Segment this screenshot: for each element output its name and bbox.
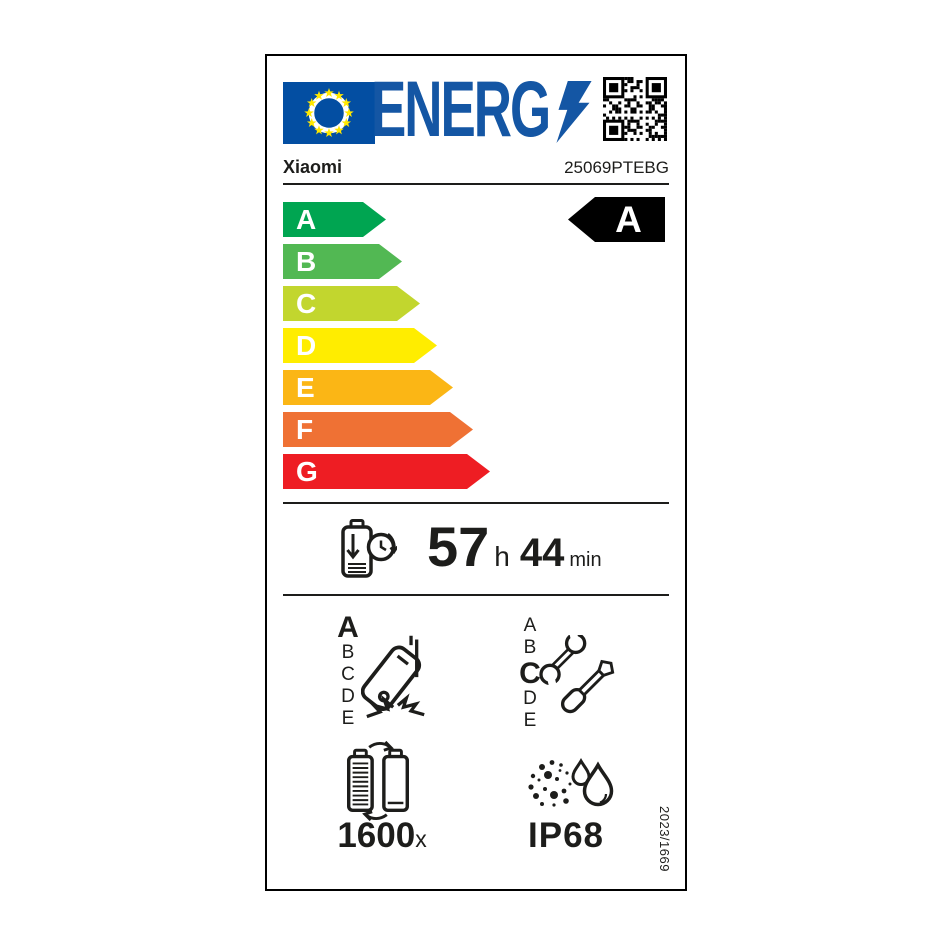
energy-grade-arrow-e: E bbox=[283, 370, 453, 405]
energy-grade-arrow-a: A bbox=[283, 202, 386, 237]
divider bbox=[283, 183, 669, 185]
energ-logo: ENERG bbox=[371, 64, 637, 153]
falling-phone-icon bbox=[361, 635, 425, 719]
brand-name: Xiaomi bbox=[283, 157, 343, 177]
battery-cycles-icon bbox=[347, 740, 409, 822]
brand-row: Xiaomi 25069PTEBG bbox=[283, 157, 669, 178]
endurance-minutes-unit: min bbox=[569, 549, 602, 571]
energy-rating-badge: A bbox=[568, 197, 665, 242]
energy-grade-letter: E bbox=[296, 371, 315, 403]
cycles-suffix: x bbox=[415, 826, 427, 852]
divider bbox=[283, 594, 669, 596]
eu-flag-icon bbox=[283, 82, 375, 144]
battery-endurance-value: 57 h 44 min bbox=[427, 514, 675, 584]
regulation-number: 2023/1669 bbox=[657, 806, 672, 872]
class-letter-e: E bbox=[523, 710, 537, 731]
energy-grade-arrow-g: G bbox=[283, 454, 490, 489]
energy-grade-arrow-d: D bbox=[283, 328, 437, 363]
energy-grade-letter: D bbox=[296, 329, 317, 361]
energy-grade-letter: B bbox=[296, 245, 317, 277]
energy-grade-letter: A bbox=[296, 203, 317, 235]
class-letter-b: B bbox=[341, 642, 355, 663]
endurance-hours: 57 bbox=[427, 515, 490, 578]
energy-grade-letter: F bbox=[296, 413, 314, 445]
class-letter-a-selected: A bbox=[337, 611, 359, 644]
energy-grade-letter: G bbox=[296, 455, 318, 487]
cycles-count: 1600 bbox=[337, 816, 416, 855]
energy-grade-arrow-c: C bbox=[283, 286, 420, 321]
class-letter-d: D bbox=[523, 688, 537, 709]
model-number: 25069PTEBG bbox=[564, 158, 669, 177]
energy-rating-letter: A bbox=[615, 198, 642, 240]
endurance-hours-unit: h bbox=[494, 541, 510, 572]
class-letter-d: D bbox=[341, 686, 355, 707]
ingress-protection-value: IP68 bbox=[491, 816, 641, 856]
ip-rating: IP68 bbox=[528, 816, 604, 855]
divider bbox=[283, 502, 669, 504]
battery-cycles-value: 1600x bbox=[307, 816, 457, 856]
endurance-minutes: 44 bbox=[519, 531, 565, 575]
class-letter-e: E bbox=[341, 708, 355, 729]
energ-logo-text: ENERG bbox=[371, 64, 551, 153]
class-letter-c: C bbox=[341, 664, 355, 685]
class-letter-b: B bbox=[523, 637, 537, 658]
qr-code bbox=[603, 77, 667, 146]
dust-water-icon bbox=[528, 758, 614, 807]
lightning-bolt-icon bbox=[556, 81, 592, 143]
class-letter-a: A bbox=[523, 615, 537, 636]
wrench-screwdriver-icon bbox=[539, 635, 615, 714]
energy-grade-arrow-b: B bbox=[283, 244, 402, 279]
energy-grade-arrow-f: F bbox=[283, 412, 473, 447]
class-letter-c-selected: C bbox=[519, 657, 541, 690]
battery-discharge-clock-icon bbox=[341, 519, 397, 578]
energy-grade-letter: C bbox=[296, 287, 317, 319]
